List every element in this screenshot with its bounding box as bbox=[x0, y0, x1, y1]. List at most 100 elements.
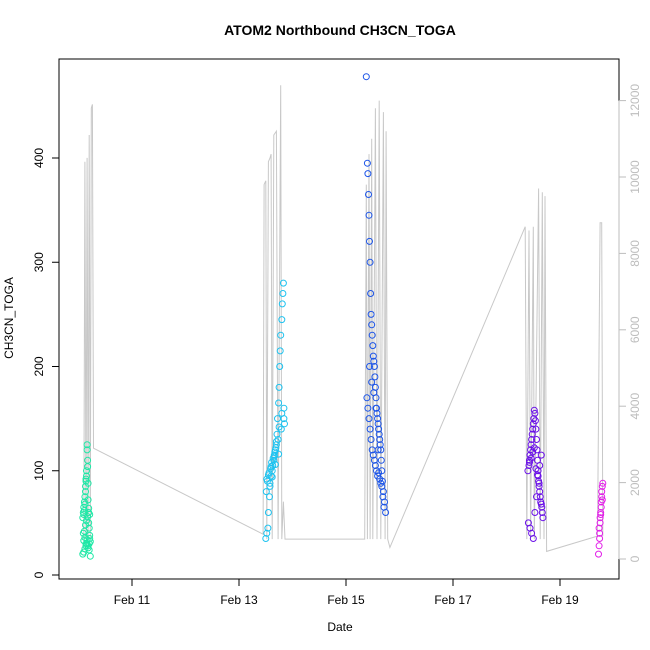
data-point bbox=[264, 509, 272, 516]
data-point bbox=[596, 519, 604, 527]
data-point bbox=[83, 472, 90, 480]
altitude-line bbox=[83, 85, 604, 553]
data-point bbox=[537, 500, 545, 508]
data-point bbox=[531, 409, 539, 417]
data-point bbox=[595, 542, 603, 550]
right-tick-label: 12000 bbox=[628, 84, 642, 118]
x-tick-label: Feb 13 bbox=[220, 593, 258, 607]
data-point bbox=[83, 536, 91, 544]
data-point bbox=[530, 406, 538, 414]
data-point bbox=[375, 425, 383, 433]
right-tick-label: 4000 bbox=[628, 393, 642, 420]
data-point bbox=[81, 534, 89, 541]
data-point bbox=[596, 514, 604, 522]
x-axis: Feb 11 Feb 13 Feb 15 Feb 17 Feb 19 bbox=[114, 579, 579, 607]
data-point bbox=[364, 404, 372, 412]
data-point bbox=[597, 511, 605, 518]
chart-title: ATOM2 Northbound CH3CN_TOGA bbox=[224, 22, 456, 38]
series-2 bbox=[262, 279, 288, 542]
data-point bbox=[531, 417, 539, 425]
data-point bbox=[262, 488, 270, 496]
data-point bbox=[373, 409, 381, 417]
data-point bbox=[596, 535, 604, 542]
data-point bbox=[367, 310, 375, 318]
data-point bbox=[598, 488, 606, 496]
data-point bbox=[363, 394, 371, 402]
data-point bbox=[538, 503, 546, 511]
data-point bbox=[281, 420, 288, 428]
data-point bbox=[366, 258, 374, 266]
data-point bbox=[596, 529, 604, 537]
data-point bbox=[84, 513, 92, 521]
data-point bbox=[370, 357, 378, 365]
x-tick-label: Feb 17 bbox=[434, 593, 472, 607]
data-point bbox=[84, 496, 92, 504]
data-point bbox=[597, 509, 605, 516]
altitude-layer bbox=[83, 85, 604, 553]
data-point bbox=[598, 496, 606, 504]
x-axis-label: Date bbox=[327, 620, 353, 634]
data-point bbox=[275, 383, 283, 391]
data-point bbox=[364, 170, 372, 178]
data-point bbox=[82, 521, 89, 529]
data-point bbox=[277, 425, 285, 433]
data-point bbox=[82, 477, 90, 485]
data-point bbox=[264, 471, 272, 479]
data-point bbox=[367, 436, 375, 443]
data-point bbox=[276, 347, 284, 355]
right-tick-label: 0 bbox=[628, 555, 642, 562]
right-tick-label: 8000 bbox=[628, 240, 642, 267]
x-tick-label: Feb 15 bbox=[327, 593, 365, 607]
data-point bbox=[375, 430, 383, 438]
data-point bbox=[367, 290, 375, 297]
data-point bbox=[275, 399, 283, 407]
data-point bbox=[598, 493, 606, 501]
data-point bbox=[377, 456, 385, 464]
data-point bbox=[529, 425, 537, 433]
data-point bbox=[270, 452, 278, 460]
data-point bbox=[86, 552, 94, 560]
data-point bbox=[362, 73, 370, 81]
data-point bbox=[84, 479, 92, 487]
data-point bbox=[365, 211, 373, 219]
y-axis-label: CH3CN_TOGA bbox=[2, 277, 16, 359]
right-tick-label: 10000 bbox=[628, 160, 642, 194]
series-4 bbox=[524, 406, 547, 542]
data-point bbox=[379, 493, 387, 501]
data-point bbox=[368, 378, 376, 386]
data-point bbox=[373, 467, 380, 475]
y-axis: 0 100 200 300 400 bbox=[32, 148, 59, 578]
data-point bbox=[374, 415, 382, 423]
data-point bbox=[82, 475, 90, 483]
data-point bbox=[527, 454, 535, 462]
data-point bbox=[539, 514, 547, 522]
data-point bbox=[369, 352, 377, 360]
data-point bbox=[597, 503, 605, 511]
data-point bbox=[526, 456, 533, 464]
data-point bbox=[371, 373, 379, 381]
data-point bbox=[598, 482, 606, 490]
data-point bbox=[525, 462, 533, 469]
data-point bbox=[535, 479, 543, 487]
data-point bbox=[272, 438, 280, 446]
data-point bbox=[529, 535, 537, 542]
data-point bbox=[279, 279, 287, 287]
data-point bbox=[535, 482, 543, 490]
data-point bbox=[82, 488, 89, 496]
y-tick-label: 0 bbox=[32, 571, 46, 578]
data-point bbox=[377, 446, 385, 454]
data-point bbox=[85, 540, 93, 548]
data-point bbox=[366, 425, 374, 433]
data-point bbox=[528, 436, 536, 443]
data-point bbox=[369, 342, 377, 350]
data-point bbox=[83, 446, 91, 454]
data-point bbox=[279, 290, 287, 297]
y-tick-label: 300 bbox=[32, 252, 46, 272]
data-point bbox=[83, 517, 90, 525]
right-tick-label: 2000 bbox=[628, 469, 642, 496]
data-point bbox=[370, 456, 378, 464]
data-point bbox=[266, 479, 274, 487]
data-point bbox=[266, 493, 273, 501]
data-point bbox=[80, 503, 88, 511]
